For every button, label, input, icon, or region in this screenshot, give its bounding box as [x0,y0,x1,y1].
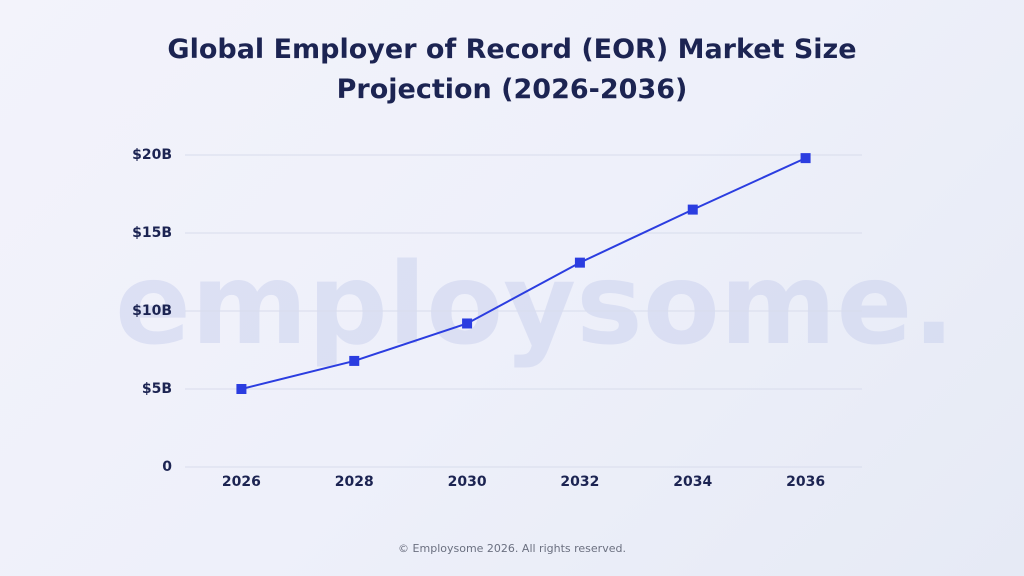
x-tick-label: 2028 [335,474,374,490]
footer: © Employsome 2026. All rights reserved. [398,542,626,555]
line [241,157,806,390]
watermark: employsome. [115,240,955,370]
x-tick-label: 2030 [448,474,487,490]
point [574,257,585,268]
x-tick-label: 2036 [786,474,825,490]
point [800,153,811,164]
y-tick-label: 0 [162,459,172,475]
y-tick-label: $10B [132,303,172,319]
chart-title: Global Employer of Record (EOR) Market S… [167,34,857,105]
point [349,355,360,366]
y-tick-label: $5B [142,381,172,397]
point [462,318,473,329]
x-tick-label: 2034 [673,474,712,490]
y-tick-label: $20B [132,147,172,163]
x-tick-label: 2032 [560,474,599,490]
point [687,204,698,215]
point [236,384,247,394]
x-tick-label: 2026 [222,474,261,490]
y-tick-label: $15B [132,225,172,241]
